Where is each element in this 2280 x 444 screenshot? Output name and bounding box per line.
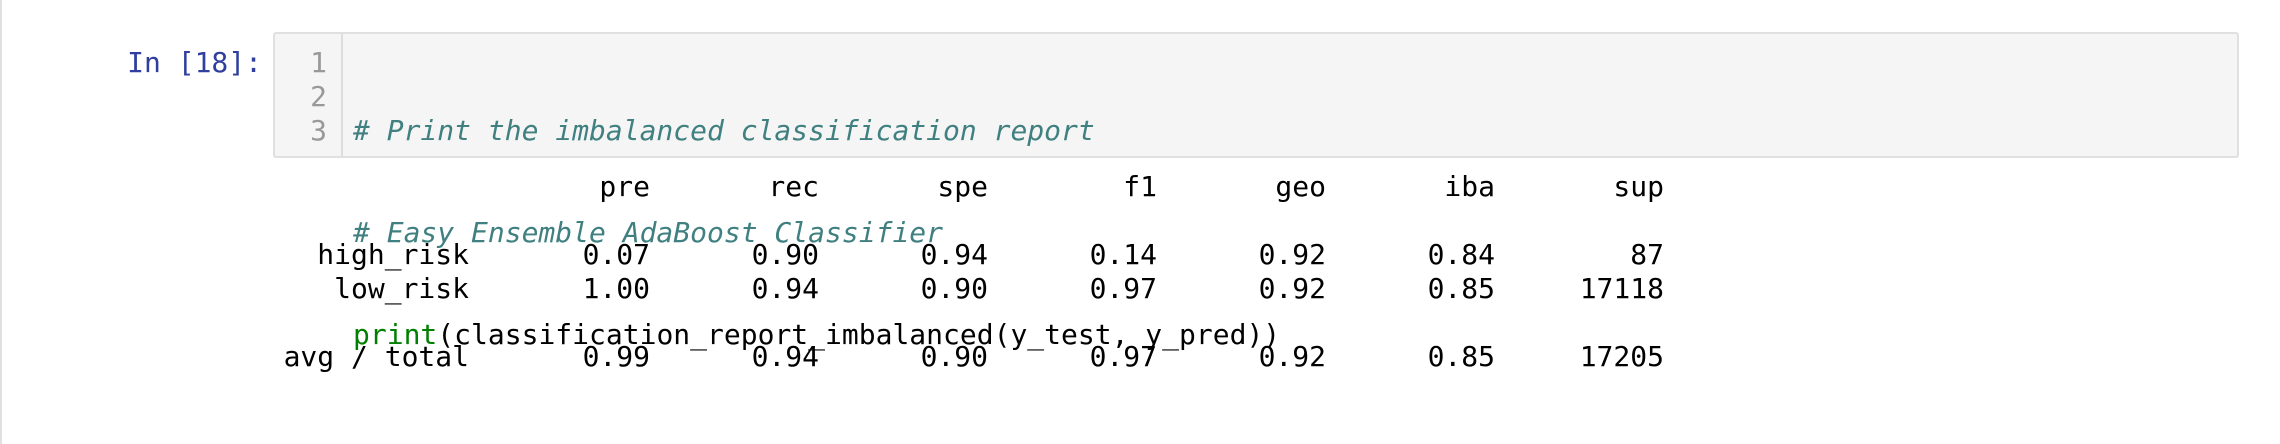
report-header-row: pre rec spe f1 geo iba sup: [0, 170, 1700, 204]
row-label: low_risk: [334, 272, 469, 305]
code-line-print: print(classification_report_imbalanced(y…: [353, 318, 1280, 352]
header-f1: f1: [1123, 170, 1157, 203]
cell-output: pre rec spe f1 geo iba sup high_risk 0.0…: [0, 170, 1700, 374]
value-f1: 0.97: [1089, 340, 1157, 373]
cell-selection-rule: [0, 0, 2, 444]
print-builtin: print: [353, 318, 438, 351]
value-geo: 0.92: [1258, 272, 1326, 305]
report-row-low-risk: low_risk 1.00 0.94 0.90 0.97 0.92 0.85 1…: [0, 272, 1700, 306]
blank-row: [0, 306, 1700, 340]
line-number: 3: [310, 114, 327, 147]
value-geo: 0.92: [1258, 340, 1326, 373]
line-number: 2: [310, 80, 327, 113]
header-geo: geo: [1275, 170, 1326, 203]
value-f1: 0.14: [1089, 238, 1157, 271]
header-pre: pre: [599, 170, 650, 203]
value-spe: 0.90: [920, 340, 988, 373]
header-iba: iba: [1444, 170, 1495, 203]
report-row-high-risk: high_risk 0.07 0.90 0.94 0.14 0.92 0.84 …: [0, 238, 1700, 272]
blank-row: [0, 204, 1700, 238]
value-sup: 17205: [1579, 340, 1664, 373]
row-label: avg / total: [283, 340, 469, 373]
value-f1: 0.97: [1089, 272, 1157, 305]
value-sup: 17118: [1579, 272, 1664, 305]
value-rec: 0.94: [751, 340, 819, 373]
line-number-gutter: 1 2 3: [275, 34, 343, 156]
line-number: 1: [310, 46, 327, 79]
print-arguments: (classification_report_imbalanced(y_test…: [437, 318, 1281, 351]
report-row-total: avg / total 0.99 0.94 0.90 0.97 0.92 0.8…: [0, 340, 1700, 374]
value-pre: 1.00: [582, 272, 650, 305]
row-label: high_risk: [317, 238, 469, 271]
header-sup: sup: [1613, 170, 1664, 203]
value-geo: 0.92: [1258, 238, 1326, 271]
code-editor[interactable]: # Print the imbalanced classification re…: [353, 46, 1280, 420]
value-pre: 0.07: [582, 238, 650, 271]
value-rec: 0.94: [751, 272, 819, 305]
code-line-comment: # Print the imbalanced classification re…: [353, 114, 1095, 147]
value-pre: 0.99: [582, 340, 650, 373]
code-input-area[interactable]: 1 2 3 # Print the imbalanced classificat…: [273, 32, 2239, 351]
value-rec: 0.90: [751, 238, 819, 271]
code-line-comment: # Easy Ensemble AdaBoost Classifier: [353, 216, 944, 249]
header-rec: rec: [768, 170, 819, 203]
value-iba: 0.84: [1427, 238, 1495, 271]
value-spe: 0.90: [920, 272, 988, 305]
input-prompt: In [18]:: [127, 46, 262, 79]
value-spe: 0.94: [920, 238, 988, 271]
value-sup: 87: [1630, 238, 1664, 271]
value-iba: 0.85: [1427, 340, 1495, 373]
header-spe: spe: [937, 170, 988, 203]
value-iba: 0.85: [1427, 272, 1495, 305]
